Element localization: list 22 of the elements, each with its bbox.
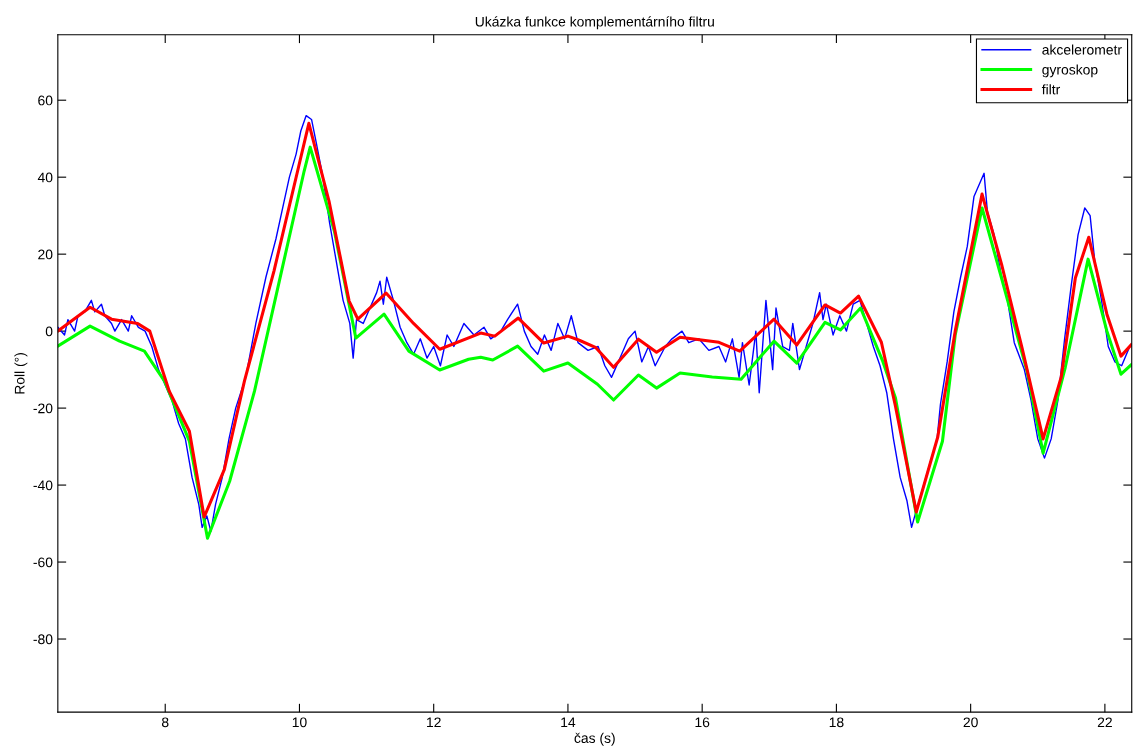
x-tick-label: 18 — [829, 717, 844, 728]
y-tick-label: 40 — [37, 172, 53, 183]
legend-label: gyroskop — [1042, 64, 1098, 78]
x-tick-label: 8 — [161, 717, 169, 728]
y-tick-label: -20 — [33, 403, 53, 414]
legend-label: akcelerometr — [1042, 44, 1122, 55]
y-axis-title: Roll (°) — [14, 353, 28, 394]
x-tick-label: 10 — [292, 717, 307, 728]
x-tick-label: 20 — [963, 717, 978, 728]
x-tick-label: 22 — [1097, 717, 1112, 728]
x-tick-label: 12 — [427, 717, 441, 728]
chart-title: Ukázka funkce komplementárního filtru — [475, 16, 714, 30]
y-tick-label: 0 — [45, 326, 53, 337]
y-tick-label: 20 — [38, 249, 53, 260]
y-tick-label: 60 — [38, 95, 53, 106]
x-axis-title: čas (s) — [574, 732, 615, 746]
y-tick-label: -80 — [33, 634, 53, 645]
x-tick-label: 16 — [695, 717, 710, 728]
y-tick-label: -40 — [33, 480, 53, 491]
x-tick-label: 14 — [561, 717, 576, 728]
legend-label: filtr — [1041, 84, 1061, 95]
y-tick-label: -60 — [33, 557, 53, 568]
